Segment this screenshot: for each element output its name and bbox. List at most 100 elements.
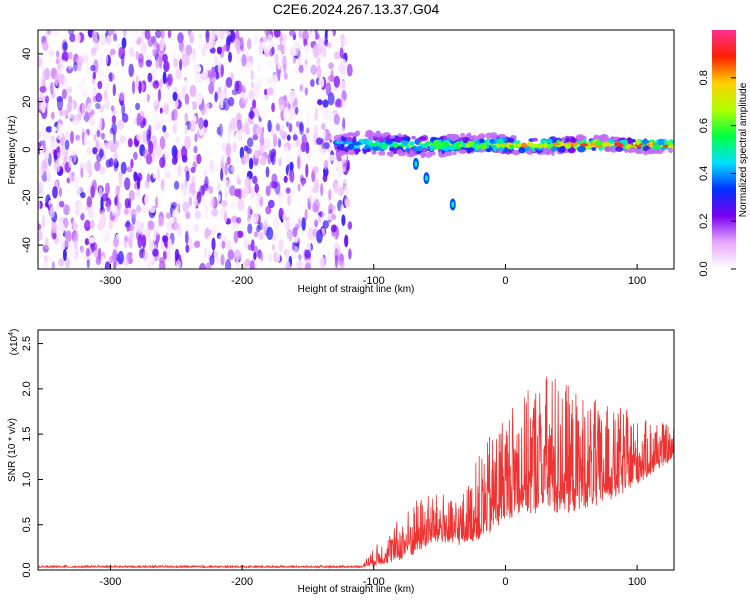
heatmap-noise-cell [283, 72, 288, 80]
heatmap-noise-cell [193, 145, 198, 154]
heatmap-noise-cell [254, 149, 259, 159]
heatmap-noise-cell [220, 200, 228, 207]
colorbar-ticks: 0.0 0.2 0.4 0.6 0.8 [698, 70, 736, 277]
heatmap-noise-cell [104, 132, 111, 142]
heatmap-noise-cell [159, 107, 163, 114]
heatmap-noise-cell [210, 140, 215, 154]
heatmap-noise-cell [152, 112, 159, 127]
heatmap-noise-cell [299, 84, 304, 92]
heatmap-noise-cell [248, 89, 255, 100]
heatmap-signal-cell [511, 150, 521, 155]
heatmap-noise-cell [126, 166, 133, 173]
heatmap-noise-cell [346, 63, 353, 77]
heatmap-noise-cell [70, 130, 74, 144]
heatmap-noise-cell [136, 112, 142, 126]
heatmap-noise-cell [63, 75, 68, 88]
heatmap-signal-cell [467, 141, 475, 147]
heatmap-noise-cell [131, 80, 136, 95]
heatmap-noise-cell [182, 201, 190, 213]
heatmap-noise-cell [64, 130, 69, 142]
heatmap-noise-cell [217, 182, 221, 193]
heatmap-noise-cell [165, 212, 172, 219]
heatmap-noise-cell [185, 54, 190, 66]
heatmap-noise-cell [317, 215, 321, 223]
heatmap-noise-cell [248, 111, 255, 119]
heatmap-noise-cell [86, 147, 92, 155]
heatmap-noise-cell [159, 79, 163, 88]
heatmap-noise-cell [282, 150, 289, 162]
heatmap-noise-cell [317, 99, 323, 106]
heatmap-noise-cell [104, 142, 110, 150]
heatmap-noise-cell [118, 173, 123, 188]
heatmap-noise-cell [66, 101, 72, 113]
heatmap-signal-cell [445, 151, 453, 157]
heatmap-noise-cell [70, 253, 78, 264]
colorbar-tick-label: 0.8 [698, 70, 710, 85]
heatmap-noise-cell [162, 53, 168, 63]
heatmap-noise-cell [103, 99, 111, 110]
heatmap-noise-cell [159, 156, 166, 169]
heatmap-noise-cell [147, 220, 155, 231]
heatmap-signal-cell [517, 143, 523, 147]
heatmap-noise-cell [296, 145, 300, 156]
heatmap-noise-cell [252, 33, 259, 46]
heatmap-noise-cell [93, 134, 97, 142]
spectrogram-noise-cells [38, 30, 353, 269]
heatmap-noise-cell [293, 46, 299, 57]
heatmap-noise-cell [271, 102, 275, 113]
heatmap-signal-cell [649, 141, 654, 146]
heatmap-noise-cell [38, 250, 44, 258]
heatmap-signal-cell [371, 150, 377, 155]
heatmap-noise-cell [84, 220, 90, 227]
heatmap-noise-cell [277, 138, 282, 148]
heatmap-noise-cell [38, 56, 42, 68]
heatmap-noise-cell [148, 239, 155, 252]
heatmap-signal-cell [432, 139, 441, 146]
heatmap-noise-cell [67, 51, 73, 60]
heatmap-noise-cell [249, 260, 255, 269]
heatmap-noise-cell [80, 245, 87, 257]
heatmap-noise-cell [57, 72, 65, 86]
snr-multiplier-exp: 4 [8, 332, 15, 336]
heatmap-signal-cell [448, 145, 456, 151]
heatmap-noise-cell [145, 153, 153, 165]
heatmap-noise-cell [58, 200, 65, 208]
spectrogram-x-ticks: -300 -200 -100 0 100 [99, 264, 646, 287]
heatmap-noise-cell [141, 30, 145, 44]
heatmap-signal-cell [489, 138, 495, 144]
heatmap-noise-cell [124, 198, 130, 209]
heatmap-noise-cell [306, 112, 310, 126]
heatmap-noise-cell [305, 102, 308, 115]
heatmap-noise-cell [223, 211, 228, 223]
heatmap-signal-cell [531, 144, 540, 148]
heatmap-noise-cell [212, 30, 219, 40]
spectrogram-y-label: Frequency (Hz) [7, 116, 18, 185]
heatmap-noise-cell [254, 183, 259, 194]
heatmap-noise-cell [138, 225, 144, 235]
heatmap-noise-cell [328, 62, 334, 70]
heatmap-noise-cell [44, 237, 49, 250]
heatmap-noise-cell [121, 102, 126, 117]
heatmap-noise-cell [50, 174, 55, 186]
heatmap-noise-cell [181, 79, 187, 86]
heatmap-noise-cell [146, 173, 151, 183]
heatmap-noise-cell [100, 220, 104, 230]
heatmap-signal-cell [441, 142, 450, 147]
heatmap-noise-cell [125, 220, 131, 228]
heatmap-noise-cell [295, 62, 301, 76]
heatmap-noise-cell [304, 262, 311, 269]
heatmap-noise-cell [39, 92, 43, 102]
heatmap-noise-cell [138, 58, 144, 68]
heatmap-noise-cell [341, 98, 345, 107]
heatmap-noise-cell [244, 176, 251, 188]
heatmap-noise-cell [320, 127, 326, 141]
heatmap-noise-cell [89, 219, 95, 230]
heatmap-noise-cell [167, 73, 173, 87]
heatmap-signal-cell [577, 145, 586, 153]
y-tick-label: -20 [21, 189, 33, 205]
heatmap-noise-cell [328, 169, 333, 180]
heatmap-noise-cell [75, 134, 80, 141]
heatmap-signal-cell [490, 132, 498, 139]
heatmap-noise-cell [190, 175, 197, 183]
heatmap-noise-cell [64, 257, 71, 269]
